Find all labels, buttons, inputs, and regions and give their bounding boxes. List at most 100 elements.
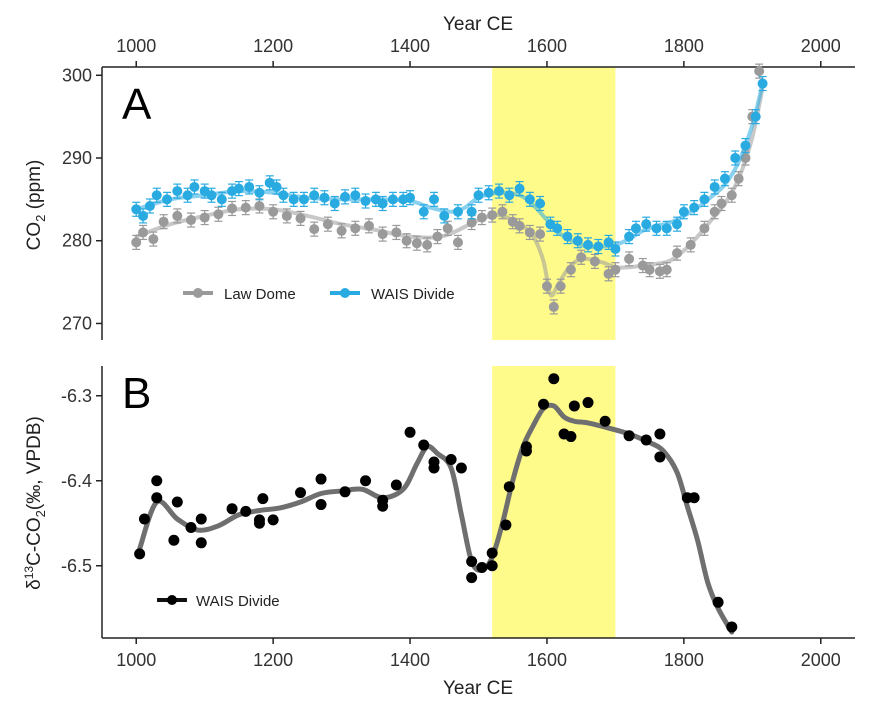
- wais-divide-d13c-point: [712, 596, 724, 608]
- law-dome-point: [709, 206, 720, 217]
- wais-divide-point: [730, 153, 741, 163]
- law-dome-point: [268, 206, 279, 217]
- top-x-axis-title: Year CE: [443, 14, 513, 35]
- wais-divide-point: [172, 186, 183, 197]
- wais-divide-point: [377, 198, 388, 209]
- law-dome-point: [322, 219, 333, 230]
- wais-divide-d13c-point: [623, 430, 635, 442]
- wais-divide-d13c-point: [466, 556, 478, 567]
- wais-divide-d13c-point: [476, 561, 488, 573]
- top-x-tick-label: 1800: [664, 36, 704, 56]
- bottom-x-axis-title: Year CE: [443, 678, 513, 699]
- wais-divide-d13c-point: [185, 522, 197, 533]
- law-dome-smooth-line: [134, 85, 765, 298]
- legend-marker-wais-b: [167, 595, 177, 605]
- wais-divide-point: [216, 194, 227, 205]
- wais-divide-smooth-line: [134, 81, 765, 249]
- wais-divide-d13c-point: [568, 400, 580, 412]
- wais-divide-point: [757, 78, 768, 89]
- law-dome-point: [576, 252, 587, 263]
- law-dome-point: [240, 202, 251, 213]
- wais-divide-point: [524, 194, 535, 205]
- wais-divide-d13c-point: [726, 621, 738, 633]
- law-dome-point: [185, 215, 196, 226]
- wais-divide-point: [144, 200, 155, 211]
- panel-a-y-tick-label: 280: [62, 231, 92, 251]
- wais-divide-point: [189, 181, 200, 192]
- wais-divide-point: [678, 206, 689, 217]
- panel-a-y-tick-label: 300: [62, 65, 92, 85]
- law-dome-point: [442, 223, 453, 234]
- panel-b-legend: WAIS Divide: [157, 593, 280, 610]
- wais-divide-d13c-point: [503, 481, 515, 493]
- law-dome-point: [213, 209, 224, 220]
- wais-divide-point: [504, 190, 515, 201]
- wais-divide-d13c-point: [688, 492, 700, 504]
- wais-divide-point: [429, 194, 440, 205]
- law-dome-point: [733, 173, 744, 184]
- wais-divide-point: [630, 223, 641, 234]
- wais-divide-point: [329, 198, 340, 209]
- law-dome-point: [401, 235, 412, 246]
- wais-divide-point: [719, 173, 730, 184]
- wais-divide-point: [151, 190, 162, 201]
- wais-divide-d13c-point: [640, 434, 652, 446]
- law-dome-point: [336, 225, 347, 236]
- top-x-tick-label: 1600: [527, 36, 567, 56]
- law-dome-point: [726, 190, 737, 201]
- wais-divide-point: [439, 210, 450, 221]
- wais-divide-d13c-point: [548, 373, 560, 385]
- wais-divide-point: [298, 194, 309, 205]
- wais-divide-point: [661, 223, 672, 234]
- wais-divide-point: [206, 190, 217, 201]
- law-dome-point: [524, 227, 535, 238]
- law-dome-point: [644, 264, 655, 275]
- wais-divide-point: [360, 196, 371, 207]
- top-x-tick-label: 1000: [116, 36, 156, 56]
- wais-divide-point: [350, 190, 361, 201]
- wais-divide-point: [689, 202, 700, 213]
- wais-divide-d13c-point: [654, 428, 666, 440]
- bottom-x-tick-label: 1200: [253, 650, 293, 670]
- top-x-tick-label: 2000: [801, 36, 841, 56]
- wais-divide-point: [288, 194, 299, 205]
- wais-divide-d13c-point: [466, 572, 478, 584]
- wais-divide-point: [319, 192, 330, 203]
- bottom-x-tick-label: 2000: [801, 650, 841, 670]
- panel-b-y-axis-title: δ13C-CO2(‰, VPDB): [22, 416, 48, 590]
- wais-divide-point: [405, 192, 416, 203]
- wais-divide-point: [672, 219, 683, 230]
- panel-a-y-tick-label: 290: [62, 148, 92, 168]
- wais-divide-point: [583, 239, 594, 250]
- wais-divide-point: [750, 111, 761, 122]
- law-dome-point: [254, 200, 265, 211]
- wais-divide-point: [466, 206, 477, 217]
- wais-divide-point: [699, 194, 710, 205]
- wais-divide-point: [452, 206, 463, 217]
- wais-divide-point: [244, 181, 255, 192]
- bottom-x-tick-label: 1800: [664, 650, 704, 670]
- wais-divide-d13c-point: [599, 415, 611, 427]
- wais-divide-point: [651, 223, 662, 234]
- wais-divide-d13c-point: [168, 534, 180, 546]
- panel-a-y-tick-label: 270: [62, 313, 92, 333]
- wais-divide-d13c-point: [267, 514, 279, 526]
- wais-divide-point: [740, 140, 751, 151]
- wais-divide-point: [709, 181, 720, 192]
- wais-divide-d13c-point: [486, 560, 498, 572]
- wais-divide-d13c-point: [295, 487, 307, 499]
- wais-divide-d13c-point: [390, 479, 402, 491]
- panel-a-legend: Law Dome WAIS Divide: [183, 286, 455, 303]
- law-dome-point: [661, 264, 672, 275]
- wais-divide-d13c-point: [445, 454, 457, 465]
- wais-divide-point: [483, 187, 494, 198]
- wais-divide-point: [514, 183, 525, 194]
- wais-divide-d13c-point: [134, 548, 146, 560]
- bottom-x-tick-label: 1000: [116, 650, 156, 670]
- wais-divide-d13c-point: [240, 505, 252, 517]
- top-x-tick-label: 1400: [390, 36, 430, 56]
- wais-divide-point: [473, 190, 484, 201]
- wais-divide-point: [309, 190, 320, 201]
